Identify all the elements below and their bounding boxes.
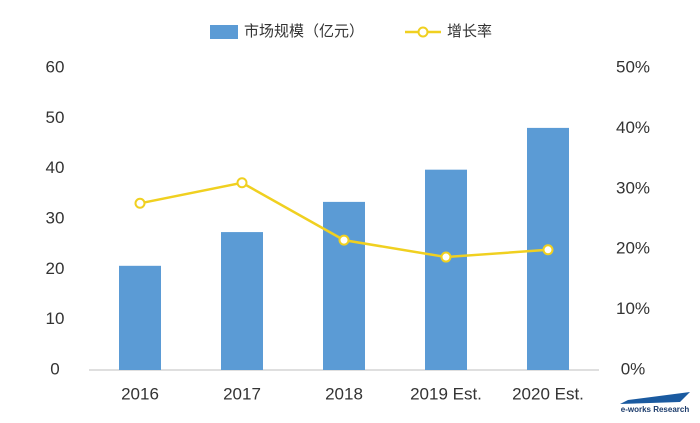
source: e-works Research — [621, 405, 690, 414]
x-tick-label: 2016 — [121, 384, 159, 403]
y-tick-label: 50 — [46, 108, 65, 127]
y2-tick-label: 50% — [616, 57, 650, 76]
line-marker — [542, 244, 554, 256]
y-tick-label: 10 — [46, 309, 65, 328]
y-tick-label: 20 — [46, 259, 65, 278]
line-marker — [134, 197, 146, 209]
y2-tick-label: 40% — [616, 118, 650, 137]
bar — [323, 201, 365, 370]
y2-tick-label: 10% — [616, 299, 650, 318]
bar — [119, 265, 161, 370]
y-tick-label: 60 — [46, 57, 65, 76]
source-logo — [620, 392, 690, 404]
y-tick-label: 40 — [46, 158, 65, 177]
line-marker — [338, 234, 350, 246]
line-marker — [236, 177, 248, 189]
x-tick-label: 2018 — [325, 384, 363, 403]
legend-swatch — [210, 25, 238, 39]
x-tick-label: 2020 Est. — [512, 384, 584, 403]
legend-label: 市场规模（亿元） — [244, 23, 364, 40]
y2-tick-label: 20% — [616, 239, 650, 258]
bar — [221, 232, 263, 370]
legend-swatch — [417, 26, 429, 38]
x-tick-label: 2019 Est. — [410, 384, 482, 403]
legend-label: 增长率 — [447, 23, 492, 40]
y2-tick-label: 30% — [616, 178, 650, 197]
line-marker — [440, 251, 452, 263]
y-tick-label: 30 — [46, 208, 65, 227]
y-tick-label: 0 — [50, 359, 59, 378]
x-tick-label: 2017 — [223, 384, 261, 403]
y2-tick-label: 0% — [621, 359, 646, 378]
bar — [425, 169, 467, 370]
